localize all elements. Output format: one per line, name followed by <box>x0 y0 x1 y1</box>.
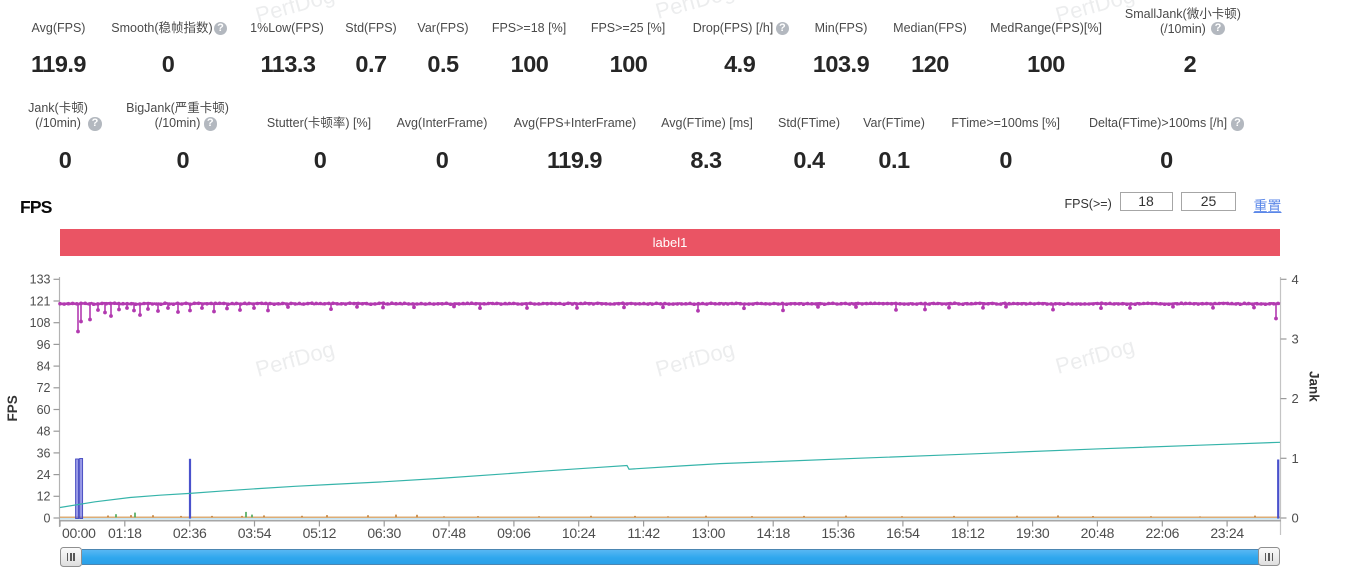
svg-text:133: 133 <box>30 273 51 287</box>
svg-text:23:24: 23:24 <box>1210 525 1244 541</box>
svg-text:PerfDog: PerfDog <box>253 336 337 382</box>
svg-text:14:18: 14:18 <box>756 525 790 541</box>
svg-text:PerfDog: PerfDog <box>653 0 737 24</box>
svg-text:10:24: 10:24 <box>562 525 596 541</box>
svg-text:48: 48 <box>37 425 51 439</box>
svg-text:09:06: 09:06 <box>497 525 531 541</box>
svg-text:108: 108 <box>30 316 51 330</box>
svg-text:FPS: FPS <box>5 395 20 421</box>
svg-text:84: 84 <box>37 360 51 374</box>
svg-text:22:06: 22:06 <box>1146 525 1180 541</box>
svg-text:13:00: 13:00 <box>692 525 726 541</box>
svg-text:03:54: 03:54 <box>238 525 272 541</box>
svg-text:16:54: 16:54 <box>886 525 920 541</box>
svg-text:00:00: 00:00 <box>62 525 96 541</box>
svg-text:12: 12 <box>37 490 51 504</box>
svg-text:PerfDog: PerfDog <box>653 336 737 382</box>
svg-text:121: 121 <box>30 294 51 308</box>
svg-text:05:12: 05:12 <box>303 525 337 541</box>
svg-text:Jank: Jank <box>1307 371 1322 402</box>
svg-text:02:36: 02:36 <box>173 525 207 541</box>
svg-text:PerfDog: PerfDog <box>1053 333 1137 379</box>
svg-text:24: 24 <box>37 468 51 482</box>
svg-text:19:30: 19:30 <box>1016 525 1050 541</box>
svg-text:72: 72 <box>37 381 51 395</box>
svg-text:01:18: 01:18 <box>108 525 142 541</box>
svg-text:4: 4 <box>1292 272 1299 287</box>
svg-text:60: 60 <box>37 403 51 417</box>
svg-text:96: 96 <box>37 338 51 352</box>
svg-text:0: 0 <box>44 511 51 525</box>
svg-text:36: 36 <box>37 446 51 460</box>
svg-text:1: 1 <box>1292 451 1299 466</box>
svg-text:0: 0 <box>1292 511 1299 526</box>
svg-text:18:12: 18:12 <box>951 525 985 541</box>
svg-text:11:42: 11:42 <box>627 525 660 541</box>
svg-text:06:30: 06:30 <box>367 525 401 541</box>
svg-text:07:48: 07:48 <box>432 525 466 541</box>
svg-text:15:36: 15:36 <box>821 525 855 541</box>
svg-text:20:48: 20:48 <box>1081 525 1115 541</box>
svg-text:3: 3 <box>1292 332 1299 347</box>
svg-text:2: 2 <box>1292 391 1299 406</box>
